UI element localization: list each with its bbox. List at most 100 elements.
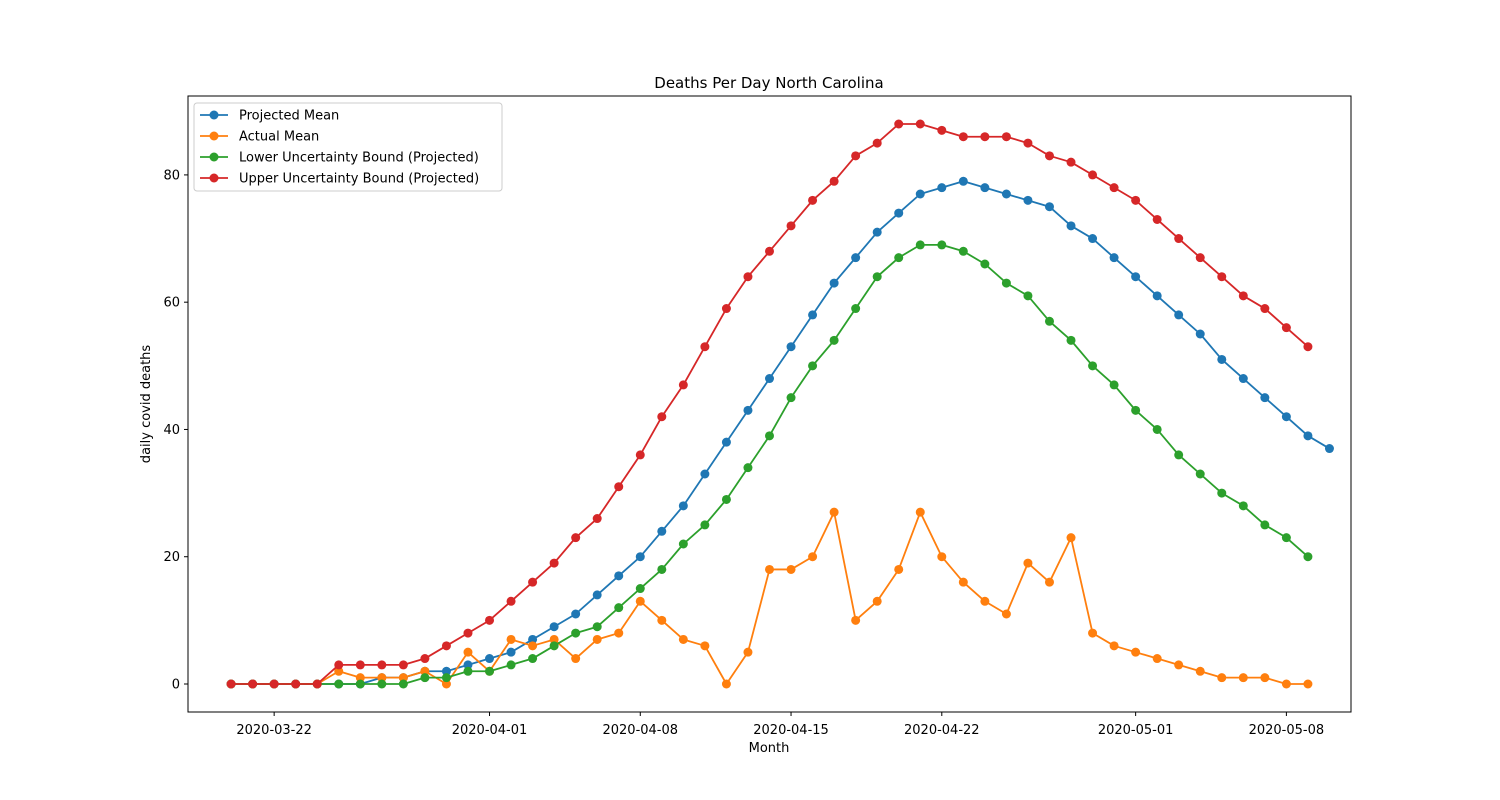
legend-marker <box>209 131 219 141</box>
x-tick-label: 2020-04-01 <box>452 723 528 738</box>
data-point <box>958 246 968 256</box>
data-point <box>1066 335 1076 345</box>
legend-marker <box>209 110 219 120</box>
data-point <box>1001 132 1011 142</box>
data-point <box>1109 253 1119 263</box>
data-point <box>808 361 818 371</box>
data-point <box>958 132 968 142</box>
data-point <box>765 431 774 441</box>
data-point <box>700 520 710 530</box>
y-tick-label: 80 <box>163 168 180 183</box>
data-point <box>1109 380 1119 390</box>
data-point <box>592 622 602 632</box>
data-point <box>743 463 753 473</box>
data-point <box>894 119 904 129</box>
legend-marker <box>209 173 219 183</box>
data-point <box>398 660 408 670</box>
data-point <box>463 660 473 670</box>
chart-title: Deaths Per Day North Carolina <box>654 74 883 92</box>
data-point <box>1109 183 1119 193</box>
data-point <box>1023 558 1033 568</box>
data-point <box>700 342 710 352</box>
data-point <box>1260 393 1270 403</box>
data-point <box>571 628 581 638</box>
data-point <box>377 673 387 683</box>
data-point <box>1217 354 1227 364</box>
data-point <box>463 628 473 638</box>
data-point <box>485 615 495 625</box>
data-point <box>721 494 731 504</box>
data-point <box>441 673 451 683</box>
data-point <box>506 660 516 670</box>
data-point <box>1281 412 1291 422</box>
data-point <box>355 660 365 670</box>
data-point <box>1152 291 1162 301</box>
y-tick-label: 60 <box>163 296 180 311</box>
data-point <box>1066 157 1076 167</box>
series-4 <box>226 119 1313 689</box>
x-tick-label: 2020-05-08 <box>1249 723 1325 738</box>
data-point <box>937 240 947 250</box>
data-point <box>786 564 796 574</box>
legend-marker <box>209 152 219 162</box>
legend-label: Lower Uncertainty Bound (Projected) <box>239 151 479 166</box>
data-point <box>721 437 731 447</box>
data-point <box>226 679 236 689</box>
data-point <box>1044 202 1054 212</box>
y-tick-label: 40 <box>163 423 180 438</box>
legend-label: Projected Mean <box>239 109 339 124</box>
data-point <box>700 641 710 651</box>
data-point <box>743 272 753 282</box>
y-axis-label: daily covid deaths <box>139 345 154 464</box>
data-point <box>786 342 796 352</box>
data-point <box>1303 431 1313 441</box>
data-point <box>1195 253 1205 263</box>
data-point <box>441 679 451 689</box>
data-point <box>980 596 990 606</box>
data-point <box>657 526 667 536</box>
x-tick-label: 2020-03-22 <box>236 723 312 738</box>
data-point <box>1217 272 1227 282</box>
data-point <box>678 539 688 549</box>
data-point <box>872 138 882 148</box>
data-point <box>1152 214 1162 224</box>
data-point <box>851 253 861 263</box>
data-point <box>485 666 495 676</box>
data-point <box>678 380 688 390</box>
data-point <box>1088 628 1098 638</box>
data-point <box>829 278 839 288</box>
data-point <box>657 615 667 625</box>
data-point <box>678 501 688 511</box>
data-point <box>1088 361 1098 371</box>
data-point <box>1109 641 1119 651</box>
data-point <box>398 673 408 683</box>
legend-item: Lower Uncertainty Bound (Projected) <box>200 151 479 166</box>
legend-item: Projected Mean <box>200 109 339 124</box>
data-point <box>851 615 861 625</box>
data-point <box>678 634 688 644</box>
data-point <box>291 679 301 689</box>
data-point <box>743 647 753 657</box>
data-point <box>549 622 559 632</box>
data-point <box>506 634 516 644</box>
data-point <box>872 272 882 282</box>
x-axis: 2020-03-22 2020-04-01 2020-04-08 2020-04-15… <box>236 712 1324 738</box>
data-point <box>441 666 451 676</box>
series-2 <box>226 507 1313 689</box>
data-point <box>528 634 538 644</box>
data-point <box>1001 609 1011 619</box>
data-point <box>420 666 430 676</box>
data-point <box>571 654 581 664</box>
data-point <box>1131 272 1141 282</box>
x-axis-label: Month <box>749 741 790 756</box>
data-point <box>915 507 925 517</box>
x-tick-label: 2020-04-22 <box>904 723 980 738</box>
y-tick-label: 0 <box>172 678 180 693</box>
data-point <box>657 564 667 574</box>
data-point <box>1044 577 1054 587</box>
data-point <box>1260 304 1270 314</box>
data-point <box>808 552 818 562</box>
data-point <box>1195 666 1205 676</box>
data-point <box>721 304 731 314</box>
